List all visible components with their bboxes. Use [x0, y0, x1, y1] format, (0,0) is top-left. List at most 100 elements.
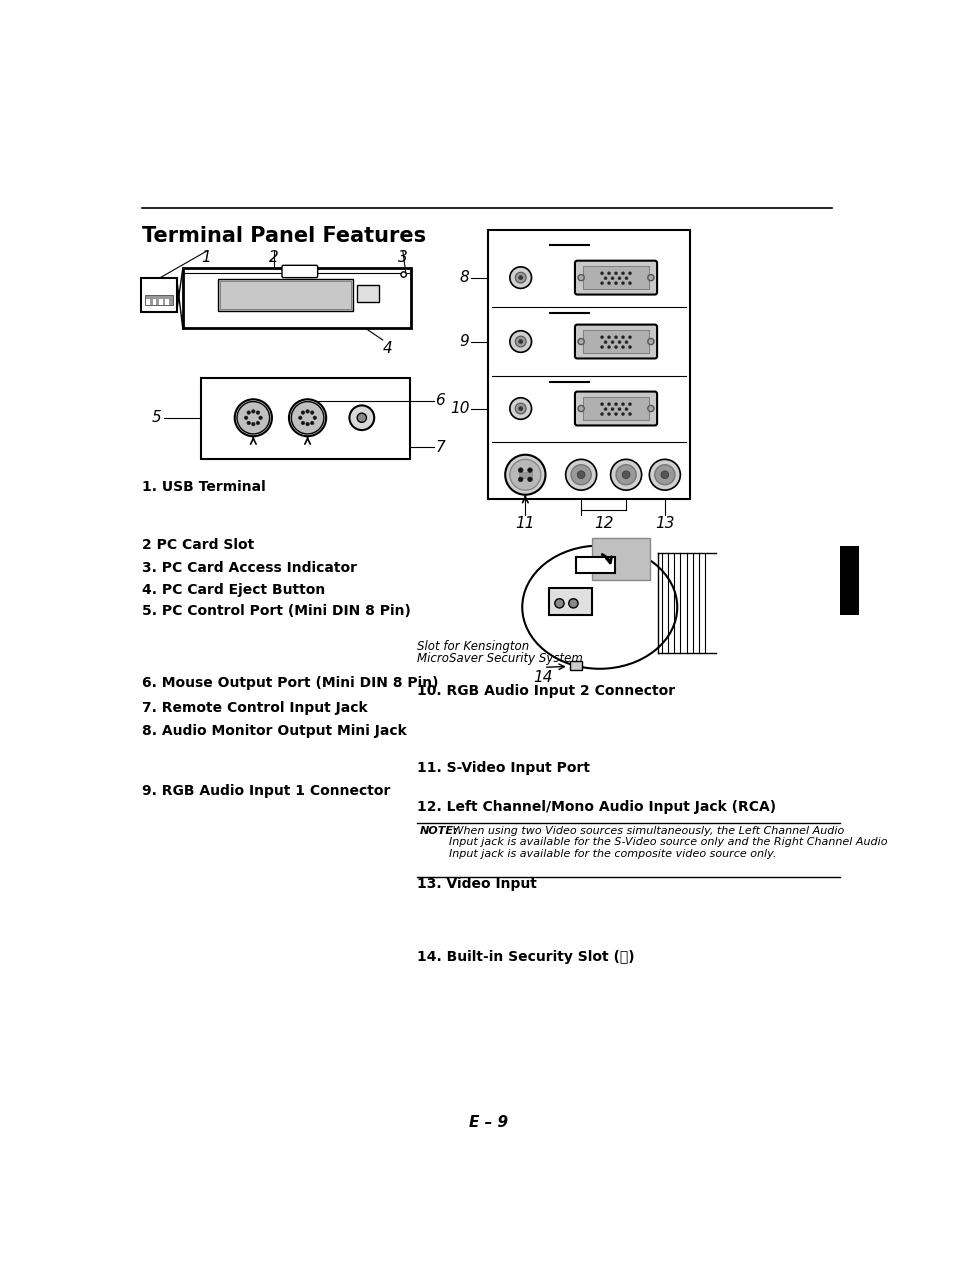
- FancyBboxPatch shape: [575, 391, 657, 426]
- FancyBboxPatch shape: [583, 266, 648, 289]
- Text: Terminal Panel Features: Terminal Panel Features: [142, 225, 426, 246]
- Circle shape: [616, 465, 636, 484]
- Circle shape: [599, 413, 603, 415]
- Text: 7: 7: [435, 440, 445, 455]
- Text: 7. Remote Control Input Jack: 7. Remote Control Input Jack: [142, 701, 368, 715]
- Circle shape: [610, 276, 614, 280]
- Circle shape: [256, 422, 259, 424]
- Circle shape: [614, 413, 617, 415]
- Circle shape: [607, 345, 610, 349]
- Circle shape: [356, 413, 366, 423]
- Bar: [549, 587, 592, 615]
- Text: 12. Left Channel/Mono Audio Input Jack (RCA): 12. Left Channel/Mono Audio Input Jack (…: [416, 800, 775, 814]
- Circle shape: [252, 410, 254, 413]
- Bar: [152, 299, 156, 306]
- Circle shape: [234, 399, 272, 436]
- Circle shape: [505, 455, 545, 494]
- Circle shape: [244, 417, 248, 419]
- Circle shape: [517, 275, 522, 280]
- Circle shape: [610, 408, 614, 410]
- Circle shape: [607, 271, 610, 275]
- FancyBboxPatch shape: [575, 325, 657, 358]
- Circle shape: [628, 282, 631, 284]
- Text: E – 9: E – 9: [469, 1115, 508, 1130]
- Bar: [488, 229, 689, 499]
- Bar: [576, 557, 615, 572]
- Circle shape: [509, 460, 540, 490]
- Circle shape: [660, 471, 668, 479]
- Circle shape: [628, 335, 631, 339]
- Bar: [146, 299, 150, 306]
- Bar: [840, 545, 858, 615]
- Text: 3. PC Card Access Indicator: 3. PC Card Access Indicator: [142, 561, 357, 575]
- Circle shape: [603, 408, 606, 410]
- Circle shape: [614, 282, 617, 284]
- Circle shape: [610, 340, 614, 344]
- Circle shape: [400, 271, 406, 278]
- Circle shape: [515, 403, 525, 414]
- Circle shape: [301, 412, 304, 414]
- Circle shape: [607, 413, 610, 415]
- Circle shape: [517, 468, 522, 473]
- Circle shape: [599, 335, 603, 339]
- Text: 5: 5: [152, 410, 162, 426]
- Text: 10. RGB Audio Input 2 Connector: 10. RGB Audio Input 2 Connector: [416, 684, 675, 698]
- Circle shape: [527, 476, 532, 482]
- Circle shape: [607, 282, 610, 284]
- Circle shape: [289, 399, 326, 436]
- Circle shape: [310, 412, 314, 414]
- Text: When using two Video sources simultaneously, the Left Channel Audio
Input jack i: When using two Video sources simultaneou…: [449, 826, 887, 859]
- Bar: [518, 471, 531, 478]
- Bar: [158, 299, 162, 306]
- Circle shape: [313, 417, 316, 419]
- Circle shape: [509, 397, 531, 419]
- Circle shape: [624, 276, 627, 280]
- Text: 13. Video Input: 13. Video Input: [416, 877, 537, 891]
- Circle shape: [614, 335, 617, 339]
- Circle shape: [621, 471, 629, 479]
- Text: 1: 1: [201, 250, 211, 265]
- Circle shape: [599, 282, 603, 284]
- Circle shape: [628, 271, 631, 275]
- Text: 4: 4: [382, 340, 392, 355]
- Circle shape: [517, 339, 522, 344]
- Circle shape: [620, 271, 624, 275]
- Bar: [145, 296, 172, 304]
- Circle shape: [624, 340, 627, 344]
- FancyBboxPatch shape: [282, 265, 317, 278]
- Bar: [165, 299, 169, 306]
- Circle shape: [647, 405, 654, 412]
- Circle shape: [578, 405, 583, 412]
- Circle shape: [620, 403, 624, 405]
- FancyBboxPatch shape: [583, 397, 648, 420]
- Text: 13: 13: [655, 516, 674, 531]
- FancyBboxPatch shape: [575, 261, 657, 294]
- Bar: [569, 661, 581, 670]
- Text: 14: 14: [533, 670, 552, 685]
- Text: 14. Built-in Security Slot (⓭): 14. Built-in Security Slot (⓭): [416, 950, 634, 964]
- Circle shape: [603, 340, 606, 344]
- Circle shape: [349, 405, 374, 431]
- Circle shape: [517, 476, 522, 482]
- Circle shape: [628, 413, 631, 415]
- Circle shape: [236, 401, 270, 434]
- Circle shape: [599, 271, 603, 275]
- Circle shape: [298, 417, 302, 419]
- Circle shape: [291, 401, 323, 434]
- Bar: [217, 279, 353, 312]
- Circle shape: [256, 412, 259, 414]
- Circle shape: [301, 422, 304, 424]
- Text: 4. PC Card Eject Button: 4. PC Card Eject Button: [142, 582, 325, 596]
- Bar: [141, 278, 176, 312]
- Text: 9. RGB Audio Input 1 Connector: 9. RGB Audio Input 1 Connector: [142, 785, 391, 799]
- Circle shape: [578, 339, 583, 344]
- Text: 5. PC Control Port (Mini DIN 8 Pin): 5. PC Control Port (Mini DIN 8 Pin): [142, 604, 411, 618]
- Circle shape: [618, 276, 620, 280]
- Circle shape: [603, 276, 606, 280]
- Text: 6. Mouse Output Port (Mini DIN 8 Pin): 6. Mouse Output Port (Mini DIN 8 Pin): [142, 676, 438, 691]
- Bar: [356, 285, 378, 302]
- Circle shape: [620, 335, 624, 339]
- Bar: [183, 269, 411, 329]
- Circle shape: [515, 273, 525, 283]
- Text: 9: 9: [459, 334, 469, 349]
